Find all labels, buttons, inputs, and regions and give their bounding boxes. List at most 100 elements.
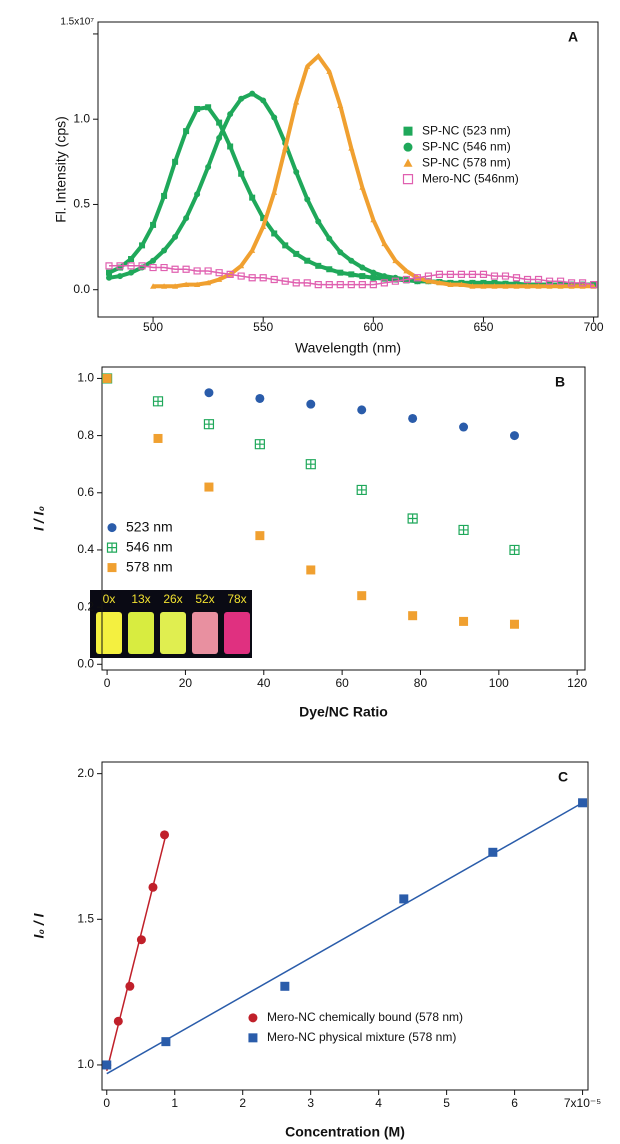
y-tick-label: 0.8 — [77, 428, 94, 442]
x-tick-label: 650 — [473, 320, 493, 334]
y-tick-label: 1.5x10⁷ — [60, 17, 94, 28]
vial — [192, 612, 218, 654]
legend-label: 523 nm — [126, 518, 173, 534]
marker — [509, 544, 520, 556]
marker — [413, 274, 421, 282]
marker — [381, 240, 388, 247]
marker — [513, 283, 520, 289]
marker — [303, 279, 311, 287]
y-axis-label: Fl. Intensity (cps) — [53, 116, 69, 223]
panel-label: B — [555, 374, 565, 390]
marker — [509, 431, 519, 441]
marker — [469, 283, 476, 289]
y-axis-label: I / I₀ — [31, 506, 47, 531]
marker — [270, 275, 278, 284]
marker — [306, 565, 316, 575]
marker — [370, 216, 377, 223]
y-tick-label: 2.0 — [77, 766, 94, 780]
x-tick-label: 1 — [171, 1096, 178, 1110]
marker — [271, 114, 278, 121]
marker — [512, 274, 521, 282]
x-axis-label: Wavelength (nm) — [295, 340, 401, 356]
marker — [408, 611, 418, 621]
marker — [113, 1016, 123, 1026]
marker — [238, 95, 245, 102]
marker — [282, 242, 289, 249]
marker — [578, 279, 587, 287]
marker — [215, 269, 223, 277]
marker — [357, 591, 367, 601]
marker — [357, 405, 367, 415]
legend-marker — [106, 542, 118, 553]
marker — [589, 281, 598, 289]
marker — [578, 798, 588, 808]
marker — [205, 104, 212, 111]
marker — [304, 196, 311, 203]
marker — [227, 143, 234, 150]
marker — [248, 274, 256, 282]
x-axis-label: Dye/NC Ratio — [299, 704, 388, 720]
marker — [205, 163, 212, 170]
marker — [556, 277, 565, 285]
marker — [326, 266, 333, 273]
y-tick-label: 0.4 — [77, 542, 94, 556]
legend-label: SP-NC (546 nm) — [422, 139, 511, 153]
y-tick-label: 0.2 — [77, 599, 94, 613]
marker — [216, 276, 223, 282]
x-tick-label: 0 — [103, 1096, 110, 1110]
marker — [128, 256, 135, 263]
x-tick-label: 500 — [143, 320, 163, 334]
legend-label: Mero-NC physical mixture (578 nm) — [267, 1030, 456, 1044]
marker — [249, 90, 256, 97]
legend-marker — [248, 1013, 258, 1023]
marker — [402, 275, 410, 284]
marker — [254, 439, 265, 450]
y-tick-label: 1.0 — [73, 111, 90, 125]
x-tick-label: 7x10⁻⁵ — [564, 1096, 601, 1110]
marker — [238, 262, 245, 269]
vial — [160, 612, 186, 654]
marker — [150, 283, 157, 289]
marker — [172, 233, 179, 240]
marker — [150, 257, 157, 264]
marker — [204, 388, 214, 398]
plot-frame — [101, 366, 586, 671]
marker — [282, 145, 289, 151]
marker — [271, 189, 278, 195]
marker — [117, 273, 124, 280]
marker — [194, 281, 201, 288]
marker — [314, 281, 322, 289]
legend-label: Mero-NC chemically bound (578 nm) — [267, 1010, 463, 1024]
inset-photo — [90, 590, 252, 658]
marker — [459, 422, 469, 432]
marker — [457, 270, 466, 278]
marker — [488, 847, 498, 857]
x-tick-label: 5 — [443, 1096, 450, 1110]
legend-marker — [403, 126, 413, 136]
marker — [468, 270, 477, 278]
marker — [149, 263, 157, 272]
fit-line — [106, 834, 167, 1071]
marker — [567, 279, 576, 287]
x-tick-label: 2 — [239, 1096, 246, 1110]
marker — [358, 281, 366, 289]
legend-label: SP-NC (523 nm) — [422, 123, 511, 137]
marker — [546, 283, 553, 289]
marker — [152, 396, 164, 407]
inset-label: 52x — [195, 592, 214, 606]
marker — [337, 269, 344, 276]
x-tick-label: 600 — [363, 320, 383, 334]
legend-label: SP-NC (578 nm) — [422, 155, 511, 169]
marker — [535, 283, 542, 289]
marker — [127, 262, 135, 270]
x-tick-label: 40 — [257, 676, 271, 690]
marker — [446, 270, 455, 278]
legend-label: Mero-NC (546nm) — [422, 171, 519, 185]
marker — [293, 99, 300, 105]
marker — [102, 373, 112, 383]
x-tick-label: 700 — [584, 320, 604, 334]
legend-marker — [403, 142, 413, 152]
marker — [458, 281, 465, 288]
marker — [356, 484, 367, 496]
